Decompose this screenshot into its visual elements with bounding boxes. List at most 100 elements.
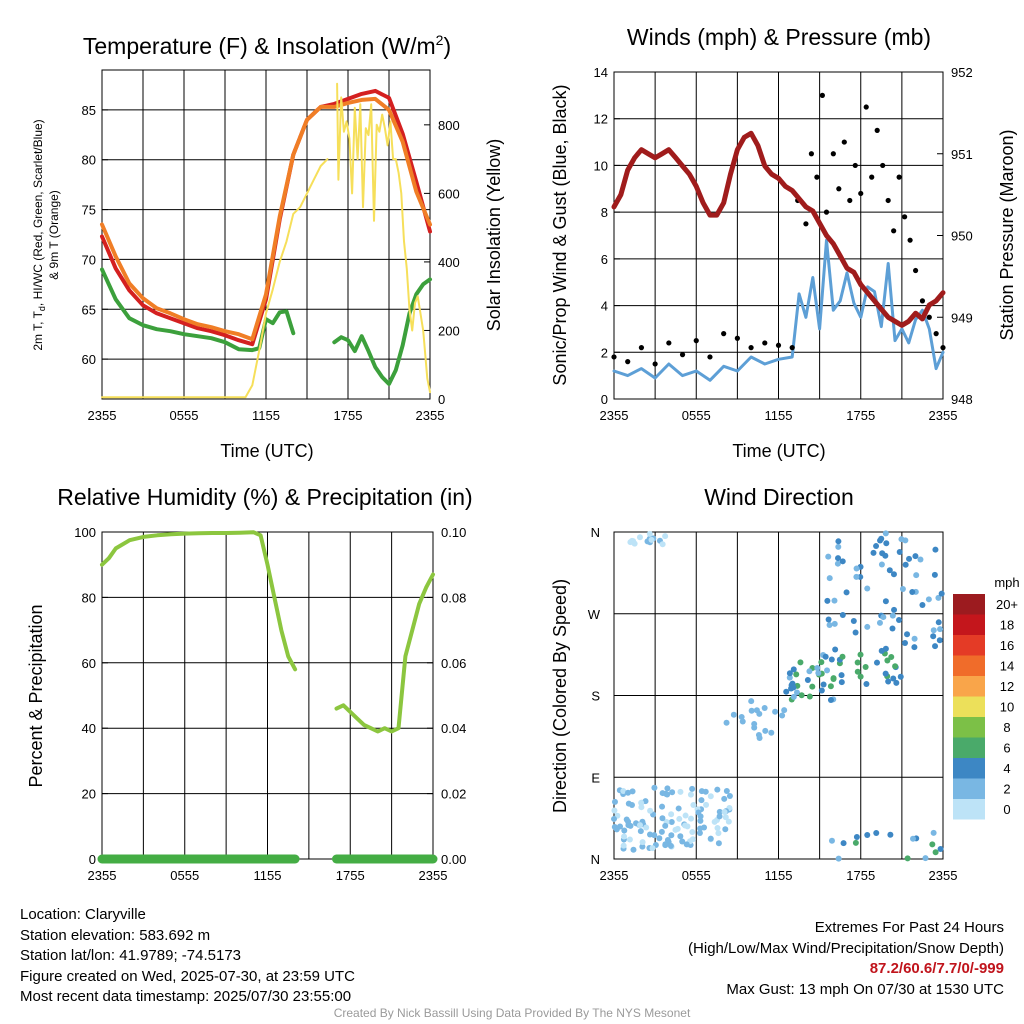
gust-point <box>896 174 902 180</box>
gust-point <box>912 267 919 274</box>
colorbar-label: 20+ <box>996 597 1018 612</box>
x-tick-label: 1755 <box>336 868 365 883</box>
max-gust-text: Max Gust: 13 mph On 07/30 at 1530 UTC <box>726 980 1004 998</box>
direction-point <box>827 683 834 690</box>
direction-point <box>790 693 797 700</box>
direction-point <box>891 606 898 613</box>
direction-point <box>667 842 674 849</box>
direction-point <box>715 840 722 847</box>
direction-point <box>932 643 939 650</box>
direction-point <box>669 789 676 796</box>
temperature-ylabel-2: & 9m T (Orange) <box>47 190 61 280</box>
direction-point <box>630 846 637 853</box>
y-tick-label: 0.04 <box>441 721 466 736</box>
x-tick-label: 2355 <box>88 868 117 883</box>
direction-point <box>815 670 822 677</box>
direction-point <box>864 832 871 839</box>
gust-point <box>734 335 740 341</box>
direction-point <box>937 845 944 852</box>
direction-point <box>853 565 860 572</box>
direction-point <box>659 803 666 810</box>
direction-point <box>668 832 675 839</box>
direction-point <box>621 827 628 834</box>
direction-point <box>621 833 628 840</box>
winds-ylabel: Sonic/Prop Wind & Gust (Blue, Black) <box>550 84 570 385</box>
direction-point <box>850 617 857 624</box>
direction-point <box>659 815 666 822</box>
direction-point <box>790 666 797 673</box>
direction-point <box>839 612 846 619</box>
direction-point <box>638 799 645 806</box>
x-tick-label: 1155 <box>765 868 793 883</box>
direction-point <box>873 830 880 837</box>
elevation-text: Station elevation: 583.692 m <box>20 926 211 944</box>
extremes-title: Extremes For Past 24 Hours <box>814 919 1004 936</box>
direction-point <box>639 839 646 846</box>
direction-point <box>690 801 697 808</box>
direction-point <box>853 833 860 840</box>
colorbar-label: 0 <box>1003 802 1010 817</box>
direction-point <box>756 734 763 741</box>
direction-point <box>889 612 896 619</box>
gust-point <box>847 197 853 204</box>
direction-point <box>853 573 860 580</box>
direction-point <box>656 835 663 842</box>
gust-point <box>679 352 686 358</box>
y-tick-label: 2 <box>601 345 608 360</box>
y-tick-label: 20 <box>82 787 96 802</box>
colorbar-title: mph <box>994 575 1019 590</box>
direction-point <box>664 785 671 792</box>
direction-point <box>682 812 689 819</box>
direction-point <box>909 588 916 595</box>
humidity-line <box>100 530 298 672</box>
direction-point <box>798 692 805 699</box>
colorbar-swatch <box>953 799 985 820</box>
direction-point <box>647 807 654 814</box>
direction-point <box>877 537 884 544</box>
gust-point <box>902 214 908 220</box>
direction-point <box>820 681 827 688</box>
humidity-title: Relative Humidity (%) & Precipitation (i… <box>57 484 472 510</box>
direction-point <box>857 651 864 658</box>
temperature-9m-line <box>100 96 432 342</box>
direction-point <box>786 670 793 677</box>
direction-point <box>887 831 894 838</box>
direction-point <box>649 845 656 852</box>
direction-point <box>611 824 618 831</box>
y-tick-label: 65 <box>82 302 96 317</box>
direction-point <box>922 855 929 862</box>
winds-xlabel: Time (UTC) <box>732 441 825 461</box>
direction-point <box>862 663 869 670</box>
direction-point <box>756 710 763 717</box>
direction-point <box>611 815 618 822</box>
direction-point <box>873 659 880 666</box>
direction-point <box>838 679 845 686</box>
direction-point <box>698 788 705 795</box>
gust-point <box>762 340 768 346</box>
direction-point <box>880 614 887 621</box>
direction-point <box>659 790 666 797</box>
direction-point <box>843 589 850 596</box>
winds-title: Winds (mph) & Pressure (mb) <box>627 24 931 50</box>
direction-point <box>748 698 755 705</box>
direction-point <box>828 837 835 844</box>
direction-point <box>888 654 895 661</box>
y-tick-label: 4 <box>601 299 608 314</box>
direction-point <box>638 804 645 811</box>
direction-point <box>814 665 821 672</box>
direction-point <box>629 788 636 795</box>
gust-point <box>666 340 672 346</box>
x-tick-label: 0555 <box>170 408 199 423</box>
gust-point <box>611 354 617 360</box>
x-tick-label: 1755 <box>334 408 363 423</box>
direction-point <box>931 571 938 578</box>
direction-point <box>826 621 833 628</box>
colorbar-swatch <box>953 594 985 615</box>
direction-point <box>937 626 944 633</box>
direction-point <box>854 659 861 666</box>
direction-point <box>797 659 804 666</box>
direction-point <box>839 653 846 660</box>
x-tick-label: 1155 <box>252 408 280 423</box>
direction-point <box>677 788 684 795</box>
temperature-title: Temperature (F) & Insolation (W/m2) <box>83 32 451 59</box>
